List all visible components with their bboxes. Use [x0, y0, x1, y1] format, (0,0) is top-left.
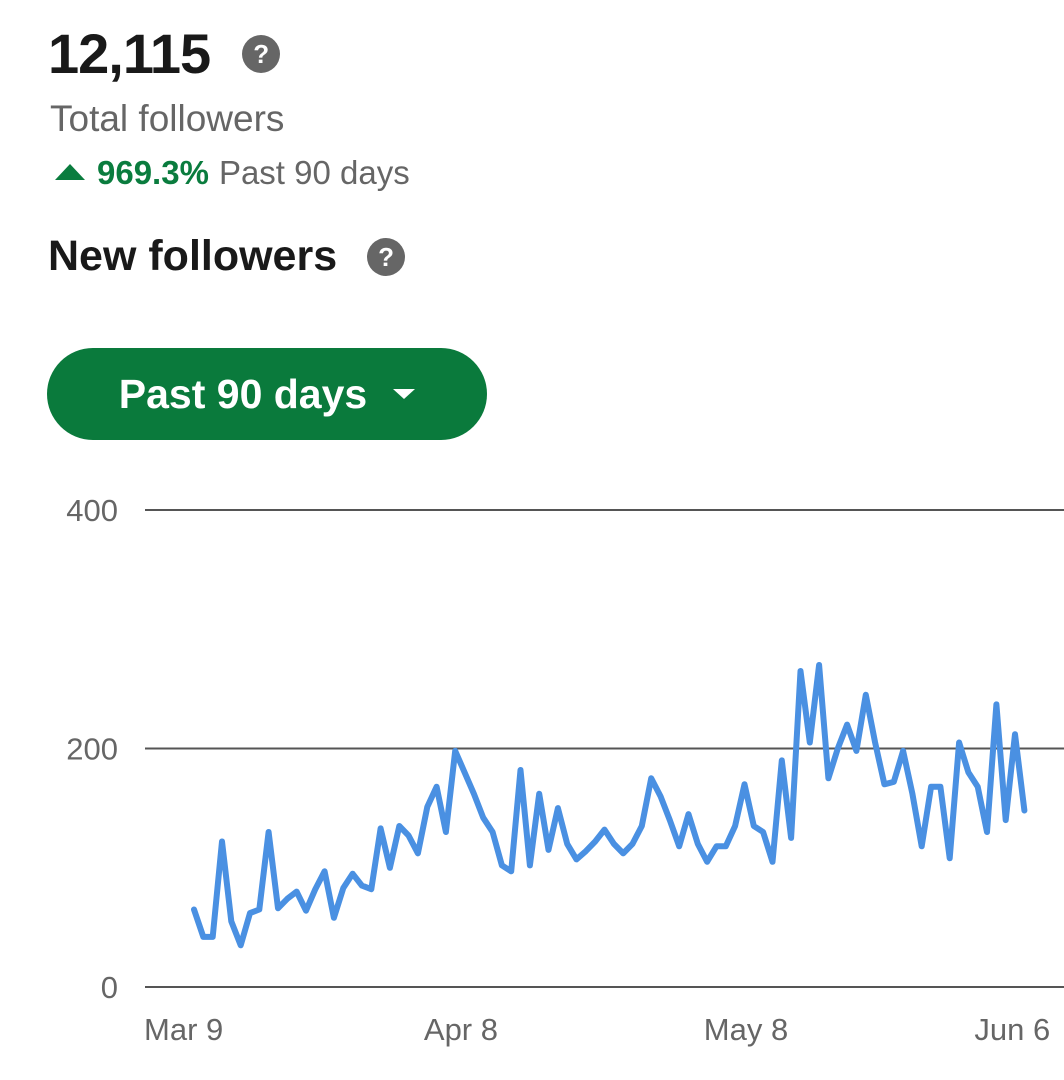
date-range-dropdown[interactable]: Past 90 days — [47, 348, 487, 440]
total-followers-label: Total followers — [50, 98, 285, 139]
question-mark-circle-icon[interactable]: ? — [242, 35, 281, 73]
new-followers-title: New followers — [48, 232, 338, 280]
follower-change-row: 969.3% Past 90 days — [55, 154, 410, 192]
new-followers-header: New followers ? — [48, 232, 406, 281]
date-range-label: Past 90 days — [118, 370, 368, 417]
triangle-up-icon — [55, 164, 85, 180]
total-followers-count: 12,115 ? — [48, 22, 281, 86]
new-followers-chart: 0 200 400 Mar 9 Apr 8 May 8 Jun 6 — [66, 493, 1064, 1047]
change-percent: 969.3% — [97, 154, 209, 191]
x-tick-label: Mar 9 — [144, 1012, 223, 1047]
x-tick-label: Apr 8 — [424, 1012, 498, 1047]
change-period: Past 90 days — [218, 154, 410, 191]
caret-down-icon — [393, 389, 416, 399]
question-mark-circle-icon[interactable]: ? — [367, 237, 406, 276]
y-tick-label: 400 — [66, 493, 118, 528]
y-tick-label: 200 — [66, 732, 118, 767]
new-followers-line — [191, 662, 1028, 949]
total-followers-value: 12,115 — [48, 22, 211, 85]
y-tick-label: 0 — [101, 970, 118, 1005]
x-tick-label: Jun 6 — [974, 1012, 1050, 1047]
x-tick-label: May 8 — [704, 1012, 788, 1047]
